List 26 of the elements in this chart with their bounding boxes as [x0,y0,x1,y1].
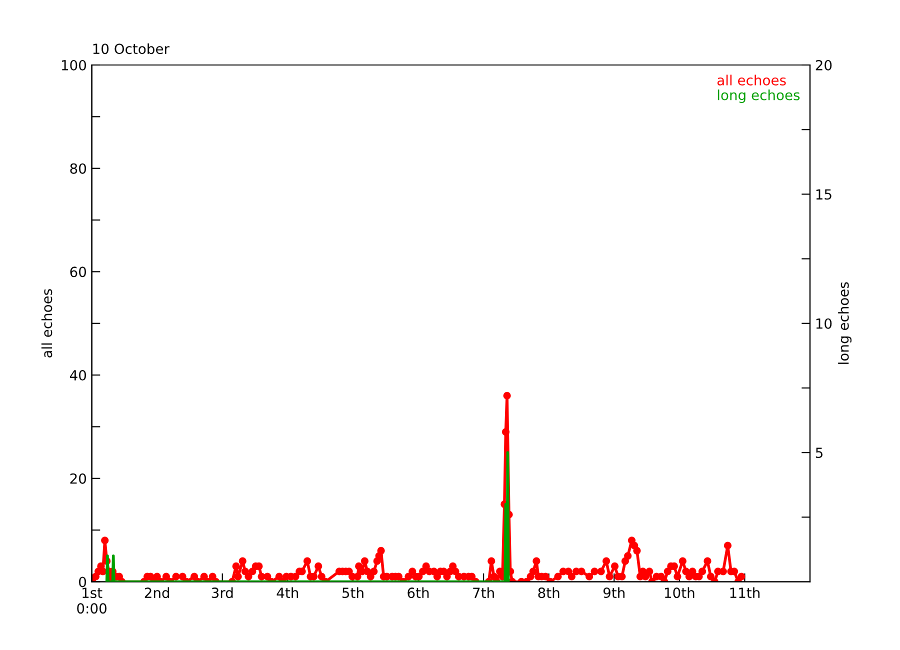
y-tick-label: 80 [70,163,86,174]
x-tick-label: 5th [342,587,364,598]
x-tick-label: 6th [408,587,429,598]
y2-tick-label: 10 [816,318,832,329]
chart-title: 10 October [93,43,170,54]
y2-tick-label: 15 [816,189,832,200]
x-tick-label: 11th [730,587,760,598]
text: all echoes [717,74,786,86]
y-tick-label: 40 [70,370,86,381]
x-tick-label: 1st 0:00 [77,588,106,614]
x-tick-label: 4th [276,587,298,598]
x-tick-label: 3rd [212,587,233,598]
x-tick-label: 10th [664,587,694,598]
text: long echoes [718,90,800,103]
x-tick-label: 8th [538,587,560,598]
y-tick-label: 100 [62,60,86,70]
y-axis-title: all echoes [41,289,52,358]
x-tick-label: 7th [473,587,494,598]
y-tick-label: 60 [70,266,86,278]
y2-axis-title: long echoes [838,282,852,364]
y-tick-label: 0 [79,576,86,588]
y2-tick-label: 5 [816,448,822,458]
y2-tick-label: 20 [816,60,832,70]
x-tick-label: 9th [603,587,624,598]
x-tick-label: 2nd [144,587,170,598]
y-tick-label: 20 [70,473,86,484]
